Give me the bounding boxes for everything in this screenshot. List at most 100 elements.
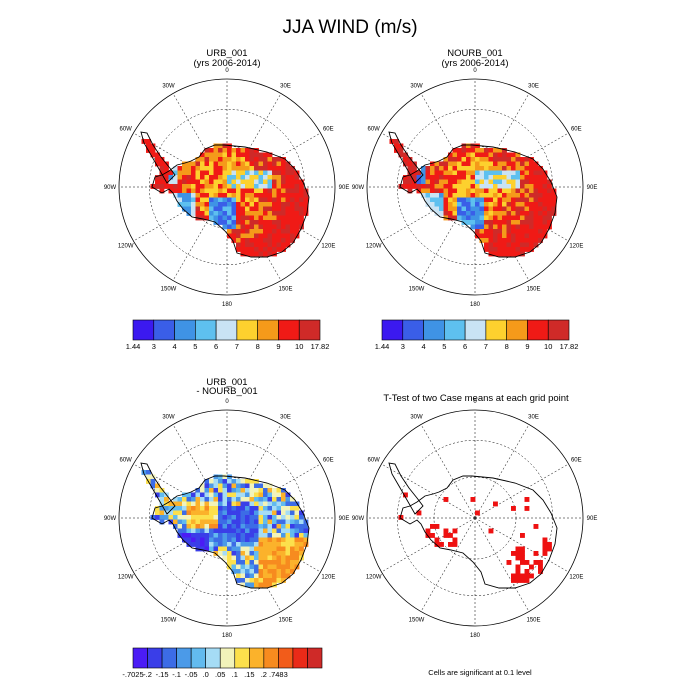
- grid-cell: [470, 188, 476, 194]
- grid-cell: [227, 202, 232, 207]
- grid-cell: [191, 188, 196, 194]
- grid-cell: [520, 206, 525, 212]
- grid-cell: [488, 202, 494, 207]
- grid-cell: [218, 528, 223, 534]
- grid-cell: [263, 161, 268, 167]
- grid-cell: [173, 166, 178, 171]
- grid-cell: [245, 564, 250, 570]
- grid-cell: [470, 175, 476, 180]
- grid-cell: [236, 202, 241, 207]
- grid-cell: [249, 193, 255, 198]
- grid-cell: [258, 560, 264, 565]
- grid-cell: [515, 211, 521, 216]
- grid-cell: [515, 555, 521, 561]
- coastline: [151, 144, 310, 258]
- grid-cell: [155, 506, 160, 511]
- grid-cell: [276, 533, 282, 538]
- grid-cell: [213, 166, 219, 171]
- grid-cell: [506, 161, 512, 167]
- grid-cell: [403, 152, 408, 158]
- grid-cell: [515, 157, 521, 162]
- grid-cell: [484, 229, 489, 234]
- grid-cell: [231, 483, 237, 489]
- grid-cell: [448, 202, 453, 207]
- grid-cell: [430, 202, 435, 207]
- grid-cell: [493, 161, 498, 167]
- grid-cell: [497, 224, 503, 230]
- grid-cell: [484, 242, 489, 248]
- grid-cell: [538, 569, 543, 574]
- grid-cell: [258, 492, 264, 498]
- grid-cell: [538, 197, 543, 203]
- grid-cell: [466, 188, 471, 194]
- grid-cell: [276, 510, 282, 516]
- longitude-label: 150E: [526, 617, 540, 623]
- colorbar-box: [153, 319, 175, 341]
- grid-cell: [290, 179, 295, 185]
- grid-cell: [200, 533, 205, 538]
- colorbar-box: [278, 319, 300, 341]
- grid-cell: [466, 206, 471, 212]
- grid-cell: [227, 188, 232, 194]
- grid-cell: [236, 483, 241, 489]
- grid-cell: [299, 188, 304, 194]
- grid-cell: [416, 179, 422, 185]
- grid-cell: [538, 229, 543, 234]
- grid-cell: [222, 211, 228, 216]
- grid-cell: [240, 233, 246, 239]
- grid-cell: [258, 161, 264, 167]
- grid-cell: [479, 170, 485, 176]
- longitude-label: 120W: [118, 244, 134, 250]
- grid-cell: [290, 524, 295, 529]
- colorbar-box: [444, 319, 466, 341]
- grid-cell: [204, 492, 210, 498]
- grid-cell: [506, 220, 512, 225]
- grid-cell: [213, 175, 219, 180]
- grid-cell: [497, 220, 503, 225]
- grid-cell: [146, 474, 151, 480]
- grid-cell: [236, 220, 241, 225]
- grid-cell: [245, 582, 250, 588]
- grid-cell: [227, 519, 232, 525]
- grid-cell: [506, 179, 512, 185]
- grid-cell: [493, 215, 498, 221]
- grid-cell: [281, 220, 286, 225]
- grid-cell: [218, 157, 223, 162]
- grid-cell: [222, 474, 228, 480]
- grid-cell: [200, 488, 205, 493]
- grid-cell: [240, 578, 246, 583]
- panel-diff-title-line2: - NOURB_001: [196, 386, 257, 397]
- grid-cell: [263, 501, 268, 507]
- grid-cell: [267, 510, 273, 516]
- grid-cell: [195, 211, 201, 216]
- grid-cell: [236, 161, 241, 167]
- grid-cell: [524, 170, 530, 176]
- meridian-line: [474, 424, 530, 519]
- grid-cell: [150, 479, 156, 484]
- grid-cell: [236, 488, 241, 493]
- grid-cell: [213, 497, 219, 502]
- grid-cell: [272, 506, 277, 511]
- grid-cell: [272, 515, 277, 520]
- grid-cell: [236, 542, 241, 547]
- grid-cell: [249, 242, 255, 248]
- grid-cell: [204, 546, 210, 552]
- grid-cell: [281, 564, 286, 570]
- grid-cell: [150, 474, 156, 480]
- grid-cell: [281, 229, 286, 234]
- grid-cell: [502, 157, 507, 162]
- grid-cell: [533, 206, 539, 212]
- grid-cell: [448, 179, 453, 185]
- longitude-label: 180: [222, 302, 233, 308]
- grid-cell: [236, 501, 241, 507]
- grid-cell: [484, 188, 489, 194]
- grid-cell: [258, 193, 264, 198]
- grid-cell: [258, 578, 264, 583]
- grid-cell: [276, 166, 282, 171]
- grid-cell: [461, 161, 467, 167]
- grid-cell: [231, 188, 237, 194]
- grid-cell: [258, 202, 264, 207]
- grid-cell: [502, 175, 507, 180]
- grid-cell: [240, 564, 246, 570]
- grid-cell: [267, 537, 273, 543]
